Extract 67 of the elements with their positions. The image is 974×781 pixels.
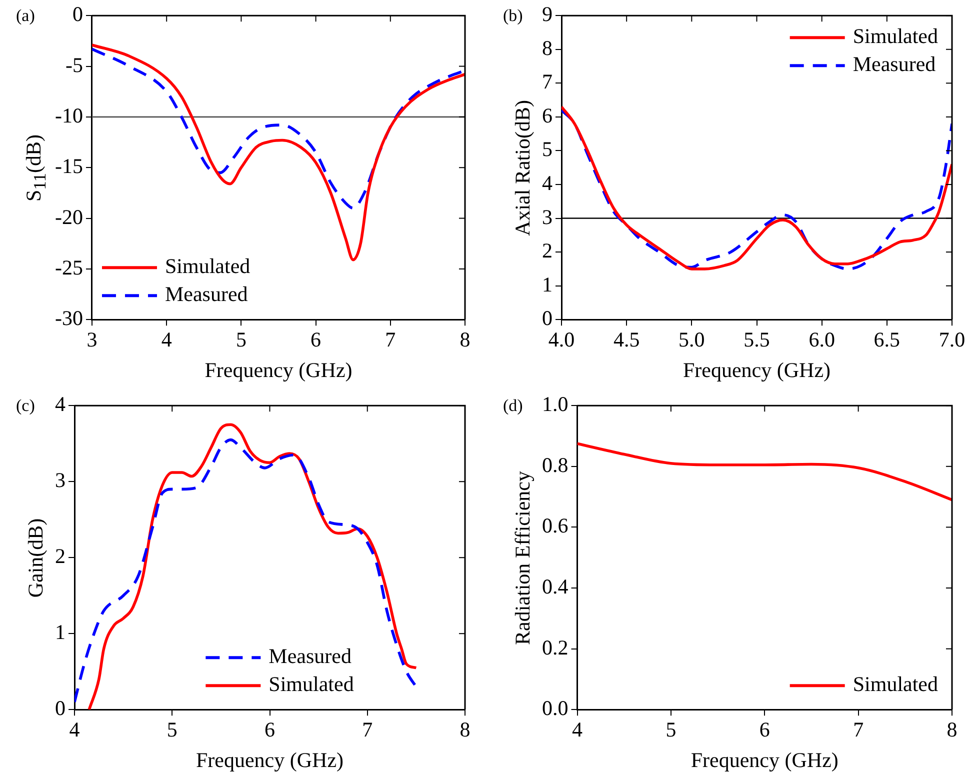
y-tick-label: -15 xyxy=(54,154,83,178)
y-tick-label: 1.0 xyxy=(542,392,568,416)
x-tick-label: 5 xyxy=(666,718,676,742)
y-tick-label: 7 xyxy=(542,70,552,94)
x-tick-label: 6 xyxy=(310,328,322,352)
x-tick-label: 6.0 xyxy=(808,328,835,352)
y-tick-label: 6 xyxy=(542,103,552,128)
x-tick-label: 4.0 xyxy=(548,328,575,352)
x-tick-label: 6 xyxy=(759,718,770,742)
y-tick-label: 2 xyxy=(542,238,552,263)
y-tick-label: -30 xyxy=(54,306,83,330)
x-tick-label: 8 xyxy=(946,718,958,742)
y-tick-label: 9 xyxy=(542,2,552,26)
y-tick-label: -20 xyxy=(54,204,83,229)
x-tick-label: 6 xyxy=(264,718,275,742)
y-tick-label: 1 xyxy=(55,620,66,644)
x-axis-title: Frequency (GHz) xyxy=(690,748,838,772)
legend-label: Simulated xyxy=(852,24,938,48)
x-tick-label: 7.0 xyxy=(938,328,966,352)
line-series xyxy=(577,442,952,502)
x-tick-label: 5 xyxy=(166,718,178,742)
x-tick-label: 5 xyxy=(236,328,246,352)
y-tick-label: 0.4 xyxy=(542,574,569,599)
y-tick-label: 4 xyxy=(542,171,553,196)
y-tick-label: -10 xyxy=(54,103,83,128)
legend-label: Simulated xyxy=(268,672,354,696)
text: (a) xyxy=(16,6,35,25)
x-tick-label: 8 xyxy=(460,328,470,352)
y-axis-title: Radiation Efficiency xyxy=(510,470,536,645)
text: (b) xyxy=(503,6,523,25)
x-tick-label: 4.5 xyxy=(613,328,640,352)
x-axis-title: Frequency (GHz) xyxy=(196,748,344,772)
x-tick-label: 8 xyxy=(460,718,470,742)
text: (d) xyxy=(503,396,523,415)
legend-label: Measured xyxy=(268,644,352,668)
y-tick-label: 2 xyxy=(55,544,66,568)
y-tick-label: 3 xyxy=(542,204,552,229)
y-tick-label: 1 xyxy=(542,272,552,296)
y-tick-label: 0 xyxy=(72,2,83,26)
x-axis-title: Frequency (GHz) xyxy=(204,358,352,382)
y-tick-label: -5 xyxy=(65,52,83,77)
x-tick-label: 5.5 xyxy=(744,328,770,352)
x-tick-label: 7 xyxy=(853,718,864,742)
y-tick-label: 0.2 xyxy=(542,635,568,660)
y-tick-label: 0.6 xyxy=(542,514,568,538)
y-axis-title: Gain(dB) xyxy=(24,518,48,598)
y-tick-label: 0 xyxy=(542,306,552,330)
y-tick-label: 0.8 xyxy=(542,452,568,477)
y-tick-label: 4 xyxy=(55,392,66,416)
x-tick-label: 7 xyxy=(385,328,396,352)
y-tick-label: 8 xyxy=(542,36,552,60)
x-tick-label: 6.5 xyxy=(874,328,900,352)
legend-label: Measured xyxy=(852,52,936,76)
x-axis-title: Frequency (GHz) xyxy=(682,358,831,382)
x-tick-label: 7 xyxy=(362,718,373,742)
y-tick-label: 0 xyxy=(55,696,66,720)
text: (c) xyxy=(16,396,35,415)
legend-label: Measured xyxy=(164,282,248,306)
legend-label: Simulated xyxy=(164,254,251,278)
legend-label: Simulated xyxy=(852,672,938,696)
y-tick-label: 5 xyxy=(542,137,552,162)
y-tick-label: 0.0 xyxy=(542,696,568,720)
x-tick-label: 5.0 xyxy=(678,328,705,352)
x-tick-label: 4 xyxy=(161,328,172,352)
y-tick-label: 3 xyxy=(55,468,66,492)
y-tick-label: -25 xyxy=(54,255,83,280)
y-axis-title: Axial Ratio(dB) xyxy=(510,100,536,236)
